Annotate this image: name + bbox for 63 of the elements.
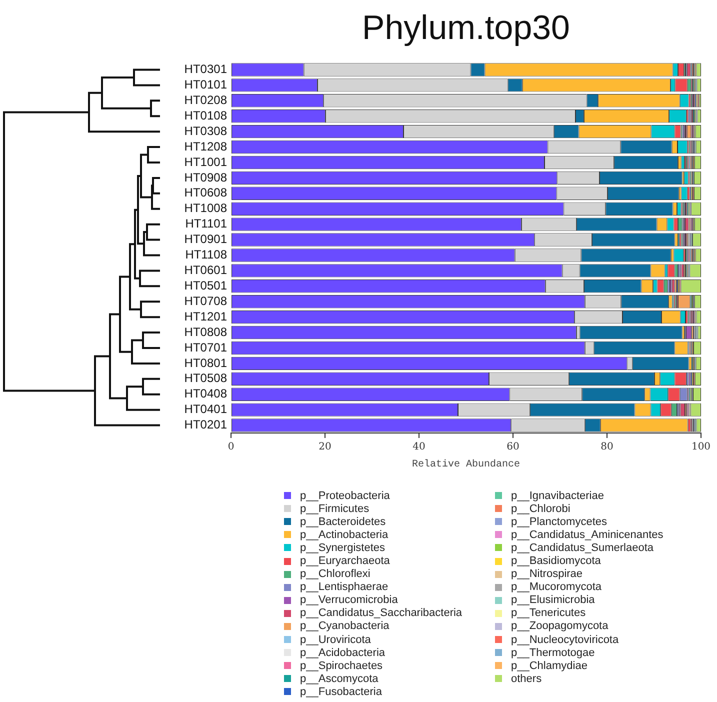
y-tick-label: HT1108 [185,248,228,262]
legend-label: p__Lentisphaerae [300,581,388,594]
x-axis-title: Relative Abundance [412,458,520,471]
y-tick-label: HT0901 [184,232,228,246]
y-tick-label: HT1208 [184,139,228,154]
y-tick-label: HT0801 [184,356,228,370]
legend-label: p__Chlorobi [511,502,570,515]
legend-label: p__Fusobacteria [300,686,382,698]
legend-label: p__Candidatus_Aminicenantes [511,528,664,541]
legend-label: p__Elusimicrobia [511,594,595,606]
y-tick-label: HT0408 [184,386,228,401]
y-tick-label: HT1001 [184,154,228,169]
legend-label: p__Planctomycetes [511,516,607,528]
y-tick-label: HT0701 [184,340,228,354]
x-tick-label: 40 [412,442,426,453]
legend-label: p__Ignavibacteriae [511,490,604,502]
y-tick-label: HT0501 [184,278,228,292]
x-tick-label: 60 [506,442,520,453]
y-tick-label: HT1008 [184,201,228,216]
y-tick-label: HT0108 [184,108,228,122]
y-tick-label: HT0601 [184,263,228,277]
y-tick-label: HT0508 [184,371,228,386]
legend-label: p__Firmicutes [300,502,370,515]
legend-label: p__Nitrospirae [511,568,583,580]
legend-label: p__Candidatus_Saccharibacteria [300,607,462,620]
legend-label: p__Basidiomycota [511,555,601,568]
chart-title: Phylum.top30 [361,8,571,48]
y-tick-label: HT0808 [184,324,228,339]
legend-label: p__Mucoromycota [511,581,602,594]
legend-label: p__Bacteroidetes [300,516,386,528]
legend-label: p__Uroviricota [300,634,371,646]
y-tick-label: HT0708 [184,294,228,308]
legend-label: p__Thermotogae [511,646,595,659]
legend-label: p__Chlamydiae [511,660,588,672]
y-tick-label: HT0608 [184,186,228,200]
x-tick-label: 20 [318,442,332,453]
y-tick-label: HT1201 [184,309,228,324]
y-tick-label: HT0208 [184,92,228,107]
legend-label: p__Tenericutes [511,607,586,620]
x-tick-label: 80 [600,442,614,453]
legend-label: p__Ascomycota [300,672,378,685]
legend-label: p__Euryarchaeota [300,555,390,568]
legend-label: others [511,672,542,685]
y-tick-label: HT0201 [184,418,228,432]
y-tick-label: HT0301 [184,62,228,76]
legend-label: p__Chloroflexi [300,568,370,580]
legend-label: p__Cyanobacteria [300,620,390,632]
x-tick-label: 100 [691,442,711,453]
y-tick-label: HT0101 [184,78,228,92]
y-tick-label: HT0308 [184,124,228,138]
legend-label: p__Proteobacteria [300,490,390,502]
y-tick-label: HT0908 [184,170,228,184]
legend-label: p__Verrucomicrobia [300,594,398,606]
legend-label: p__Synergistetes [300,542,385,554]
y-tick-label: HT1101 [185,216,228,231]
legend-label: p__Zoopagomycota [511,620,608,632]
legend-label: p__Acidobacteria [300,646,386,659]
legend-label: p__Candidatus_Sumerlaeota [511,542,654,554]
legend-label: p__Spirochaetes [300,660,383,672]
x-tick-label: 0 [228,442,234,453]
legend-label: p__Nucleocytoviricota [511,634,619,646]
y-tick-label: HT0401 [184,402,228,416]
legend-label: p__Actinobacteria [300,528,388,541]
